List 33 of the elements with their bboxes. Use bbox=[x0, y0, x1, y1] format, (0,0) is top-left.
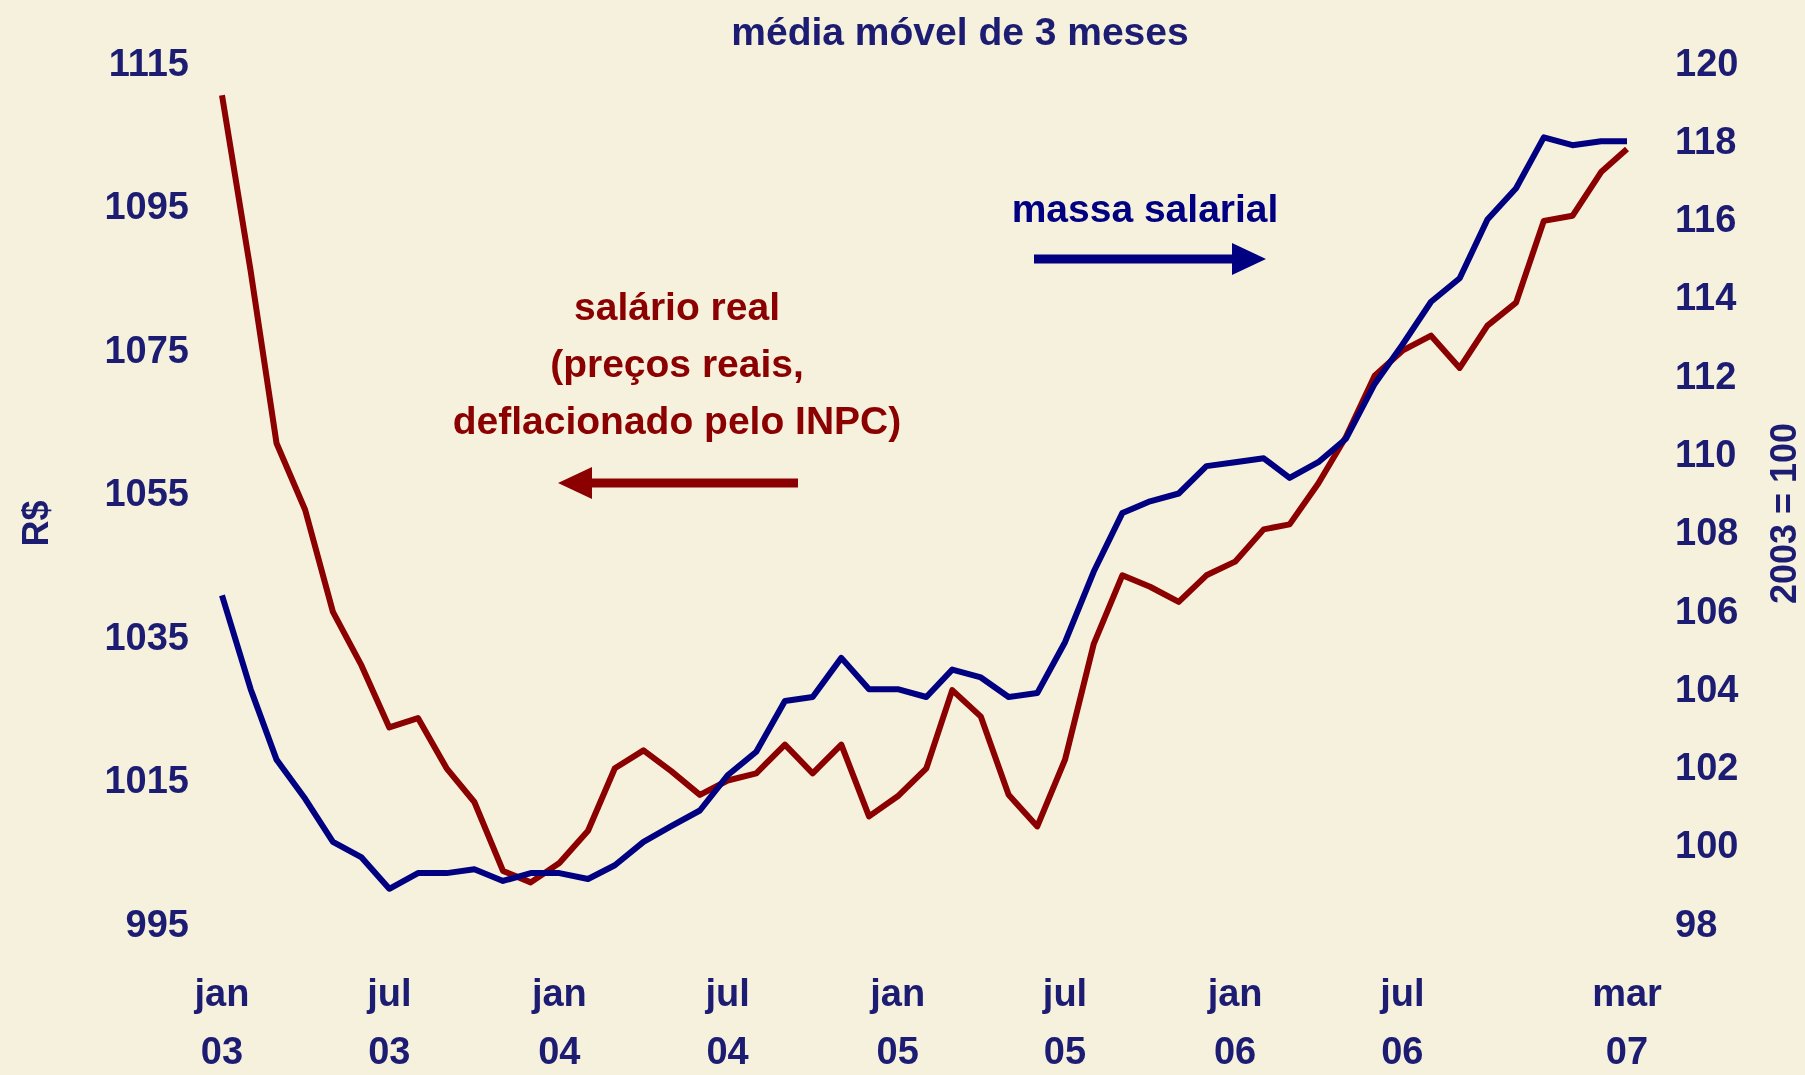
y2-tick-label: 112 bbox=[1675, 354, 1737, 397]
y2-tick-label: 108 bbox=[1675, 511, 1739, 554]
y2-tick-label: 116 bbox=[1675, 198, 1737, 241]
y-axis-title: R$ bbox=[15, 500, 56, 547]
x-tick-label: jul 03 bbox=[366, 972, 412, 1072]
y-tick-label: 1055 bbox=[104, 472, 189, 515]
x-tick-label: jan 05 bbox=[869, 972, 926, 1072]
y-tick-label: 1015 bbox=[104, 759, 189, 802]
y2-tick-label: 118 bbox=[1675, 119, 1737, 162]
y2-tick-label: 104 bbox=[1675, 667, 1739, 710]
x-tick-label: jul 05 bbox=[1041, 972, 1088, 1072]
y-tick-label: 1035 bbox=[104, 615, 189, 658]
x-tick-label: jan 06 bbox=[1206, 972, 1263, 1072]
y2-tick-label: 106 bbox=[1675, 589, 1739, 632]
x-tick-label: jan 04 bbox=[530, 972, 587, 1072]
y-tick-label: 1095 bbox=[104, 185, 189, 228]
x-tick-label: mar 07 bbox=[1592, 972, 1663, 1072]
y2-tick-label: 114 bbox=[1675, 276, 1737, 319]
y-tick-label: 1075 bbox=[104, 328, 189, 371]
text: massa salarial bbox=[1011, 187, 1279, 230]
x-tick-label: jul 06 bbox=[1379, 972, 1425, 1072]
y2-tick-label: 100 bbox=[1675, 824, 1739, 867]
y2-axis-title: 2003 = 100 bbox=[1763, 422, 1804, 605]
y2-tick-label: 98 bbox=[1675, 902, 1718, 945]
y2-tick-label: 110 bbox=[1675, 433, 1737, 476]
y2-tick-label: 120 bbox=[1675, 41, 1739, 84]
x-tick-label: jan 03 bbox=[193, 972, 250, 1072]
text: salário real (preços reais, deflacionado pelo INPC) bbox=[452, 285, 902, 442]
y-tick-label: 995 bbox=[125, 902, 189, 945]
y2-tick-label: 102 bbox=[1675, 746, 1739, 789]
x-tick-label: jul 04 bbox=[704, 972, 750, 1072]
y-tick-label: 1115 bbox=[108, 41, 189, 84]
chart-title: média móvel de 3 meses bbox=[731, 10, 1189, 53]
